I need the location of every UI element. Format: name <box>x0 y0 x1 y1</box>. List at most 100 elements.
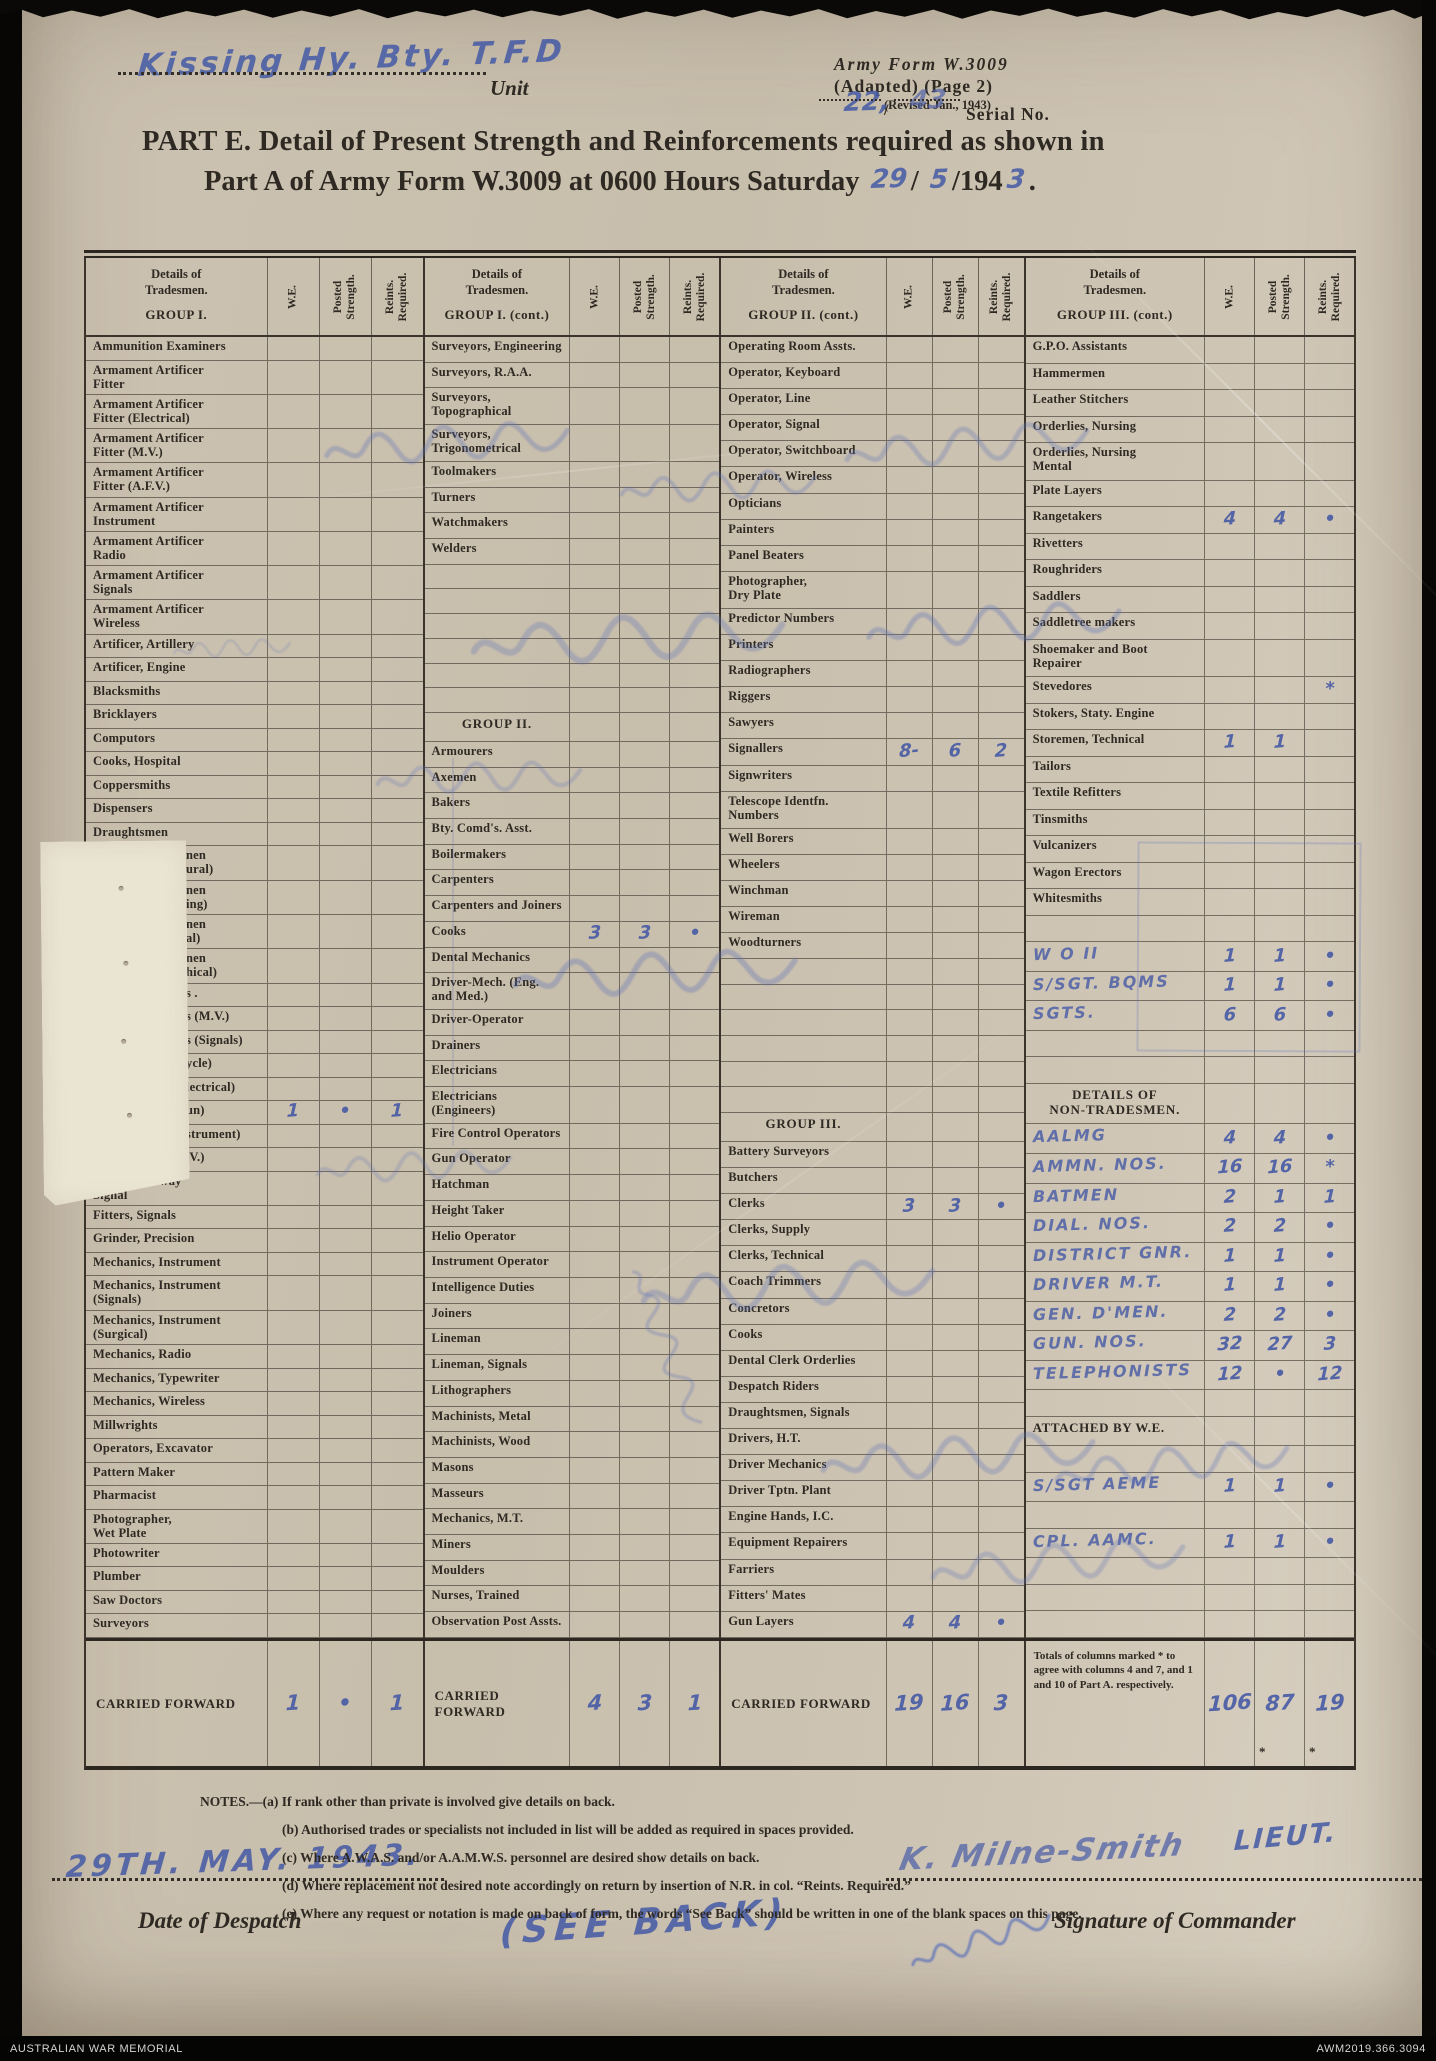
trade-name: Watchmakers <box>431 515 509 530</box>
trade-name: Whitesmiths <box>1032 891 1103 906</box>
trade-row: Lineman <box>424 1329 720 1356</box>
reints-required-cell <box>370 429 423 463</box>
trade-name: Armament Artificer Instrument <box>93 499 204 528</box>
we-cell <box>266 1567 319 1590</box>
posted-strength-cell <box>318 775 371 799</box>
posted-strength-cell <box>1254 480 1304 507</box>
posted-strength-cell: 3 <box>619 921 669 947</box>
posted-strength-cell: 6 <box>1254 1001 1304 1030</box>
we-cell <box>885 933 932 959</box>
we-cell <box>266 1077 319 1101</box>
reints-required-cell <box>370 799 423 822</box>
we-cell <box>266 1030 319 1054</box>
trade-row: Electricians (Engineers) <box>424 1087 720 1124</box>
title-line2-text: Part A of Army Form W.3009 at 0600 Hours… <box>204 166 860 197</box>
trade-row: Surveyors, Topographical <box>424 388 720 426</box>
trade-row: G.P.O. Assistants <box>1025 337 1354 364</box>
blank-row <box>1025 1584 1354 1612</box>
reints-required-cell <box>370 634 423 658</box>
we-cell <box>885 1324 932 1350</box>
we-cell <box>266 566 319 600</box>
trade-name: Lithographers <box>431 1382 512 1397</box>
printed-asterisk: * <box>1259 1744 1266 1759</box>
reints-required-cell <box>370 1124 423 1148</box>
trade-name: Dental Clerk Orderlies <box>728 1352 856 1367</box>
we-cell <box>885 791 932 828</box>
we-cell <box>266 463 319 497</box>
reints-required-cell <box>977 1246 1024 1272</box>
we-header: W.E. <box>885 258 932 335</box>
trade-row: Orderlies, Nursing Mental <box>1025 443 1354 481</box>
posted-strength-cell <box>931 1061 978 1087</box>
posted-strength-cell <box>931 608 978 635</box>
trade-name: Radiographers <box>728 663 811 678</box>
trade-row: Saddlers <box>1025 586 1354 614</box>
posted-strength-cell <box>931 854 978 880</box>
trade-name: Artificer, Engine <box>93 660 186 675</box>
trade-row: Predictor Numbers <box>721 608 1024 636</box>
trade-row: Armament Artificer Radio <box>86 531 423 567</box>
trade-row: Vulcanizers <box>1025 836 1354 863</box>
reints-required-cell <box>669 1586 719 1612</box>
we-cell <box>266 1205 319 1229</box>
posted-strength-cell <box>318 600 371 634</box>
reints-required-cell <box>370 1054 423 1077</box>
handwritten-trade-name: DRIVER M.T. <box>1032 1271 1164 1295</box>
posted-strength-cell: 4 <box>1254 507 1304 533</box>
we-cell <box>885 1376 932 1402</box>
trade-name: Clerks, Technical <box>728 1248 825 1263</box>
trade-name: Machinists, Metal <box>431 1408 531 1423</box>
bleed-through-ink <box>640 1259 936 1312</box>
trade-row: Driver-Operator <box>424 1009 720 1036</box>
trade-name: Operator, Keyboard <box>728 365 841 380</box>
reints-required-cell: * <box>1304 1154 1354 1183</box>
reints-required-cell <box>669 844 719 870</box>
we-cell <box>885 441 932 467</box>
trade-name: Masseurs <box>431 1485 484 1500</box>
reints-required-cell <box>669 1277 719 1303</box>
trade-row: Saw Doctors <box>86 1590 423 1615</box>
reints-required-header: Reints. Required. <box>977 258 1024 335</box>
blank-row <box>1025 1057 1354 1084</box>
trade-name: G.P.O. Assistants <box>1032 339 1128 353</box>
reints-required-cell <box>370 566 423 600</box>
posted-strength-cell <box>931 571 978 608</box>
trade-row: Lineman, Signals <box>424 1355 720 1381</box>
reints-required-cell <box>370 337 423 360</box>
reints-required-cell <box>370 846 423 880</box>
posted-strength-cell <box>318 1252 371 1276</box>
reints-required-cell: • <box>1304 1272 1354 1301</box>
reints-required-cell <box>370 752 423 775</box>
reints-required-cell <box>669 564 719 589</box>
posted-strength-cell <box>931 1507 978 1533</box>
we-cell <box>266 600 319 634</box>
reints-required-header-text: Reints. Required. <box>1316 272 1342 321</box>
trade-name: Wheelers <box>728 856 780 871</box>
reints-required-cell <box>977 1087 1024 1112</box>
reints-required-cell <box>370 1345 423 1368</box>
we-cell <box>569 767 619 793</box>
trade-name: Painters <box>728 521 775 536</box>
reints-required-cell <box>370 1030 423 1054</box>
posted-strength-cell <box>931 337 978 363</box>
reints-required-cell <box>977 363 1024 389</box>
we-cell: 1 <box>266 1100 319 1124</box>
reints-required-cell <box>370 1543 423 1567</box>
trade-row: DRIVER M.T. 1 1 • <box>1025 1271 1354 1302</box>
attached-paper-slip <box>40 840 190 1206</box>
blank-row <box>1025 1502 1354 1529</box>
we-cell <box>1204 639 1254 677</box>
we-cell <box>1204 363 1254 390</box>
we-cell <box>885 880 932 906</box>
reints-required-cell <box>370 822 423 846</box>
trade-name: Clerks, Supply <box>728 1222 811 1237</box>
reints-required-header-text: Reints. Required. <box>987 272 1014 321</box>
reints-required-cell <box>669 741 719 767</box>
trade-name: Plate Layers <box>1032 482 1102 497</box>
posted-strength-cell <box>1254 443 1304 480</box>
trade-row: Bakers <box>424 793 720 820</box>
serial-label: Serial No. <box>966 104 1050 124</box>
reints-required-cell <box>669 638 719 663</box>
we-cell <box>885 608 932 635</box>
